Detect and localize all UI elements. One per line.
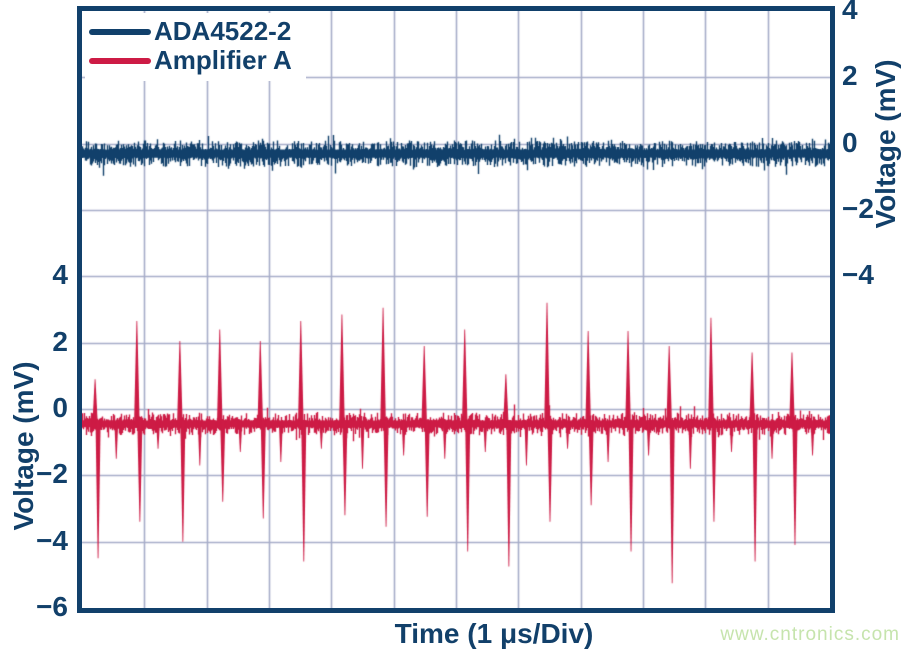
tick-label-right--4: −4 — [842, 259, 874, 291]
plot-area: ADA4522-2 Amplifier A — [77, 6, 835, 613]
legend-label-amplifier-a: Amplifier A — [154, 45, 292, 75]
chart-canvas — [82, 11, 830, 608]
legend-line-amplifier-a — [89, 57, 151, 64]
legend-line-ada4522-2 — [89, 28, 151, 35]
left-axis-ticks: 4 2 0 −2 −4 −6 — [0, 11, 72, 621]
tick-label-left--2: −2 — [36, 458, 68, 490]
tick-label-right-2: 2 — [842, 60, 858, 92]
x-axis-title: Time (1 μs/Div) — [394, 618, 594, 649]
watermark: www.cntronics.com — [720, 624, 900, 645]
left-axis-title: Voltage (mV) — [8, 361, 39, 531]
legend-item-ada4522-2: ADA4522-2 — [89, 16, 292, 46]
legend: ADA4522-2 Amplifier A — [85, 13, 306, 81]
tick-label-left-2: 2 — [52, 325, 68, 357]
tick-label-left--4: −4 — [36, 524, 68, 556]
tick-label-left--6: −6 — [36, 590, 68, 622]
legend-item-amplifier-a: Amplifier A — [89, 45, 292, 75]
tick-label-right-0: 0 — [842, 126, 858, 158]
tick-label-right--2: −2 — [842, 192, 874, 224]
right-axis-title: Voltage (mV) — [870, 59, 901, 229]
right-axis-ticks: 4 2 0 −2 −4 — [842, 0, 906, 608]
tick-label-left-0: 0 — [52, 391, 68, 423]
legend-label-ada4522-2: ADA4522-2 — [154, 16, 292, 46]
tick-label-right-4: 4 — [842, 0, 858, 25]
tick-label-left-4: 4 — [52, 259, 68, 291]
